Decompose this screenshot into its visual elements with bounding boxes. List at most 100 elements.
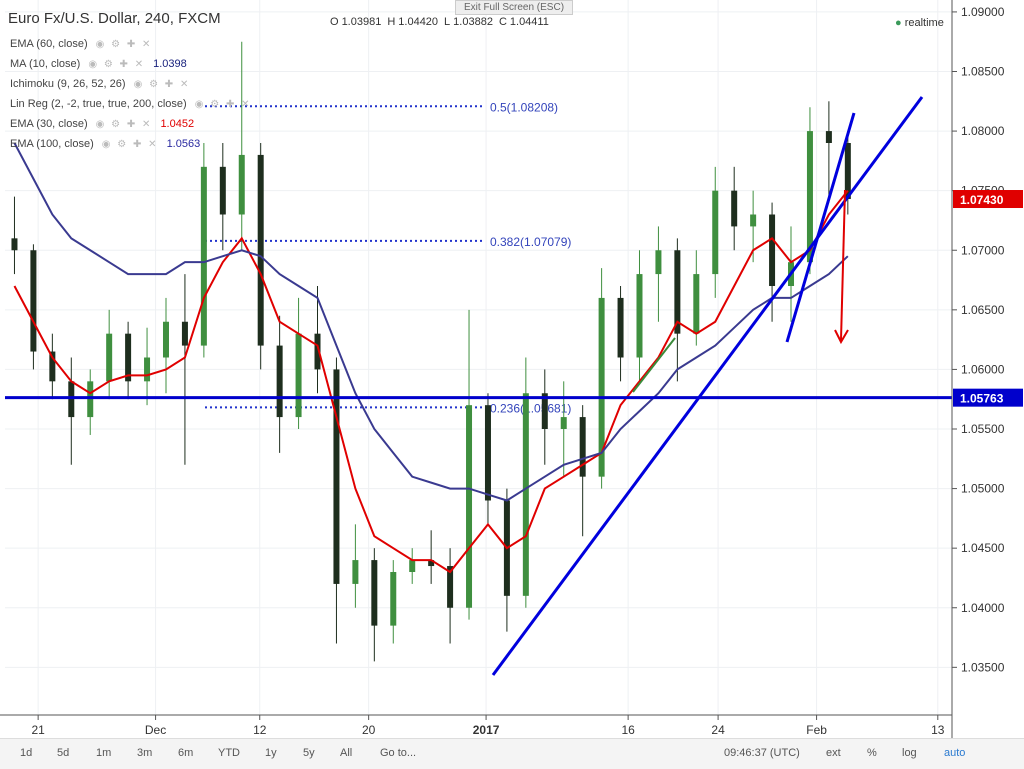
candle-body: [144, 357, 151, 382]
range-button[interactable]: 3m: [137, 747, 153, 759]
indicator-name: Ichimoku (9, 26, 52, 26): [10, 78, 126, 90]
option-button[interactable]: auto: [944, 747, 966, 759]
indicator-name: EMA (60, close): [10, 38, 88, 50]
y-tick-label: 1.07000: [961, 243, 1005, 257]
range-button[interactable]: YTD: [218, 747, 240, 759]
x-tick-label: 24: [711, 723, 725, 737]
range-button[interactable]: 6m: [178, 747, 194, 759]
y-tick-label: 1.05500: [961, 422, 1005, 436]
candle-body: [106, 333, 113, 382]
indicator-icons: ◉ ⚙ ✚ ✕: [194, 99, 252, 110]
range-button[interactable]: 5y: [303, 747, 315, 759]
candle-body: [371, 560, 378, 626]
candle-body: [598, 297, 605, 477]
candle-body: [295, 333, 302, 418]
candle-body: [655, 250, 662, 275]
y-tick-label: 1.05000: [961, 482, 1005, 496]
y-tick-label: 1.06000: [961, 362, 1005, 376]
candle-body: [181, 321, 188, 346]
candle-body: [11, 238, 18, 251]
candle-body: [560, 417, 567, 429]
option-button[interactable]: ext: [826, 747, 841, 759]
candle-body: [200, 166, 207, 346]
x-tick-label: 12: [253, 723, 267, 737]
ma-line: [13, 142, 849, 502]
fib-label: 0.236(1.05681): [490, 401, 571, 415]
candle-body: [825, 131, 832, 143]
candle-body: [30, 250, 37, 352]
indicator-name: Lin Reg (2, -2, true, true, 200, close): [10, 98, 187, 110]
option-button[interactable]: log: [902, 747, 917, 759]
status-text: realtime: [904, 17, 944, 29]
range-button[interactable]: 5d: [57, 747, 70, 759]
status: ● realtime: [895, 17, 944, 29]
candle-body: [68, 381, 75, 418]
indicator-value: 1.0452: [160, 118, 195, 130]
candle-body: [806, 131, 813, 263]
indicator: EMA (60, close) ◉ ⚙ ✚ ✕: [10, 38, 152, 50]
last-price-tag: [953, 190, 1023, 209]
candle-body: [49, 351, 56, 382]
candle-body: [428, 560, 435, 567]
candle-body: [447, 566, 454, 608]
candle-body: [731, 190, 738, 227]
indicator-value: 1.0563: [166, 138, 201, 150]
indicator-icons: ◉ ⚙ ✚ ✕: [88, 59, 146, 70]
candle-body: [712, 190, 719, 275]
indicator: Lin Reg (2, -2, true, true, 200, close) ◉…: [10, 98, 252, 110]
ohlc-key: O: [330, 16, 339, 28]
indicator: Ichimoku (9, 26, 52, 26) ◉ ⚙ ✚ ✕: [10, 78, 190, 90]
ohlc-value: 1.03882: [453, 16, 493, 28]
candle-body: [352, 560, 359, 584]
range-button[interactable]: Go to...: [380, 747, 417, 759]
plot: 0.5(1.08208) 0.382(1.07079) 0.236(1.05681): [5, 41, 952, 662]
y-tick-label: 1.04000: [961, 601, 1005, 615]
candle-body: [522, 393, 529, 596]
candle-body: [162, 321, 169, 358]
candle-body: [125, 333, 132, 382]
candle-body: [276, 345, 283, 418]
ohlc-value: 1.04420: [398, 16, 439, 28]
range-button[interactable]: 1m: [96, 747, 112, 759]
range-button[interactable]: All: [340, 747, 353, 759]
indicator-value: 1.0398: [153, 58, 187, 70]
candle-body: [674, 250, 681, 334]
y-tick-label: 1.08000: [961, 124, 1005, 138]
status-dot: ●: [895, 17, 902, 29]
indicator-icons: ◉ ⚙ ✚ ✕: [95, 119, 153, 130]
indicator-icons: ◉ ⚙ ✚ ✕: [101, 139, 159, 150]
symbol-title: Euro Fx/U.S. Dollar, 240, FXCM: [8, 10, 221, 27]
last-price-label: 1.07430: [960, 193, 1004, 207]
candle-body: [636, 274, 643, 358]
candle-body: [466, 405, 473, 608]
fib-label: 0.5(1.08208): [490, 100, 558, 114]
grid: [5, 0, 952, 715]
indicator-name: MA (10, close): [10, 58, 81, 70]
candle-body: [541, 393, 548, 429]
toolbar: 1d 5d 1m 3m 6m YTD 1y 5y All Go to... 09:46:37 (UT…: [0, 738, 1024, 769]
range-button[interactable]: 1y: [265, 747, 277, 759]
candle-body: [769, 214, 776, 286]
option-button[interactable]: %: [867, 747, 877, 759]
ohlc-key: H: [387, 16, 396, 28]
axes: 1.090001.085001.080001.075001.070001.065…: [31, 5, 1023, 737]
trend-line: [632, 337, 676, 393]
price-tag-label: 1.05763: [960, 392, 1004, 406]
y-tick-label: 1.04500: [961, 541, 1005, 555]
candle-body: [219, 166, 226, 215]
arrow-head: [834, 329, 849, 345]
candle-body: [238, 154, 245, 215]
candle-body: [844, 143, 851, 200]
candle-body: [333, 369, 340, 584]
y-tick-label: 1.08500: [961, 65, 1005, 79]
exit-fullscreen[interactable]: Exit Full Screen (ESC): [455, 0, 574, 15]
x-tick-label: Feb: [806, 723, 827, 737]
x-tick-label: Dec: [145, 723, 166, 737]
trend-line: [785, 112, 856, 343]
ohlc-key: L: [444, 16, 451, 28]
chart: 0.5(1.08208) 0.382(1.07079) 0.236(1.05681)…: [0, 0, 1024, 738]
x-tick-label: 20: [362, 723, 376, 737]
indicator-icons: ◉ ⚙ ✚ ✕: [95, 39, 153, 50]
range-button[interactable]: 1d: [20, 747, 33, 759]
